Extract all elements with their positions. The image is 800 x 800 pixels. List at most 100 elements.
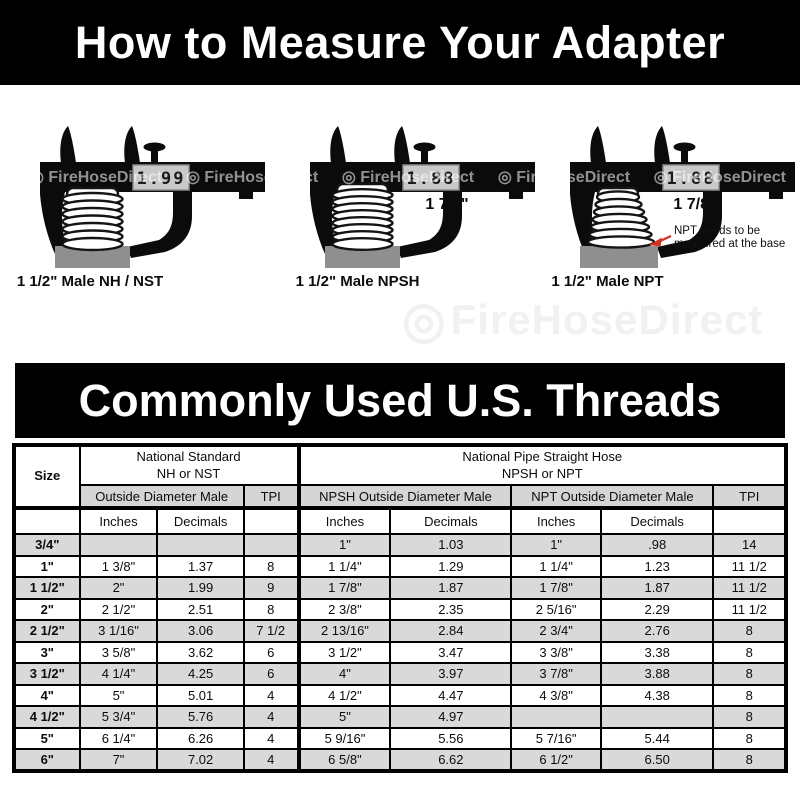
threads-table: Size National Standard NH or NST Nationa… <box>12 443 788 773</box>
fitting-base <box>580 246 658 268</box>
table-cell: 1.37 <box>156 554 245 578</box>
col-header-inches: Inches <box>78 507 159 535</box>
caliper-size-label: 1 7/8" <box>673 196 716 213</box>
table-row: 1" 1 3/8" 1.37 8 1 1/4" 1.29 1 1/4" 1.23 11 1/2 <box>13 554 787 578</box>
table-cell: 3.88 <box>599 662 715 686</box>
table-cell: 3" <box>13 640 81 664</box>
col-header-size: Size <box>13 444 81 510</box>
caliper-caption: 1 1/2" Male NPT <box>551 273 664 290</box>
table-cell: 11 1/2 <box>712 597 787 621</box>
col-header-np-tpi: TPI <box>712 484 787 510</box>
table-cell: 3 1/16" <box>78 619 159 643</box>
group-label-line1: National Pipe Straight Hose <box>462 449 623 465</box>
table-cell: 3 1/2" <box>296 640 392 664</box>
flame-logo-icon: ◎ <box>402 292 447 348</box>
table-cell: 4 3/8" <box>510 683 602 707</box>
table-cell: 7 1/2 <box>242 619 300 643</box>
table-cell: 2 5/16" <box>510 597 602 621</box>
table-cell: 1 1/4" <box>510 554 602 578</box>
table-cell: 3.38 <box>599 640 715 664</box>
table-row: 4 1/2" 5 3/4" 5.76 4 5" 4.97 8 <box>13 705 787 729</box>
caliper-reading: 1.88 <box>667 169 716 189</box>
table-cell: .98 <box>599 533 715 557</box>
col-header-inches: Inches <box>510 507 602 535</box>
table-row: 6" 7" 7.02 4 6 5/8" 6.62 6 1/2" 6.50 8 <box>13 748 787 772</box>
table-cell: 2.35 <box>389 597 513 621</box>
table-cell: 4 <box>242 683 300 707</box>
table-cell: 8 <box>712 726 787 750</box>
table-cell: 1.23 <box>599 554 715 578</box>
table-cell <box>78 533 159 557</box>
table-cell <box>599 705 715 729</box>
table-cell: 14 <box>712 533 787 557</box>
col-header-decimals: Decimals <box>156 507 245 535</box>
table-cell <box>156 533 245 557</box>
table-cell: 2 1/2" <box>78 597 159 621</box>
table-cell: 2" <box>13 597 81 621</box>
table-row: 5" 6 1/4" 6.26 4 5 9/16" 5.56 5 7/16" 5.44 8 <box>13 726 787 750</box>
brand-watermark: ◎ FireHoseDirect <box>402 294 798 346</box>
col-group-pipe-straight-hose: National Pipe Straight Hose NPSH or NPT <box>296 444 788 486</box>
table-row: 4" 5" 5.01 4 4 1/2" 4.47 4 3/8" 4.38 8 <box>13 683 787 707</box>
table-cell: 5" <box>78 683 159 707</box>
table-cell: 4.97 <box>389 705 513 729</box>
table-cell: 6 <box>242 640 300 664</box>
table-cell: 3 7/8" <box>510 662 602 686</box>
caliper-size-label: 1 7/8" <box>425 196 468 213</box>
col-header-blank <box>712 507 787 535</box>
table-cell: 3.06 <box>156 619 245 643</box>
table-row: 2 1/2" 3 1/16" 3.06 7 1/2 2 13/16" 2.84 2 3/4"… <box>13 619 787 643</box>
table-cell: 5 3/4" <box>78 705 159 729</box>
table-cell: 3 3/8" <box>510 640 602 664</box>
table-cell: 4.25 <box>156 662 245 686</box>
table-cell: 1 3/8" <box>78 554 159 578</box>
caliper-figure-npt: 1.88 1 7/8" NPT needs to be measured at … <box>545 100 800 292</box>
caliper-figure-nh-nst: 1.99 2" 1 1/2" Male NH / NST <box>15 100 270 292</box>
table-cell: 1.87 <box>599 576 715 600</box>
group-label-line2: NPSH or NPT <box>501 465 583 481</box>
caliper-diagram: 1.88 1 7/8" <box>310 126 535 268</box>
caliper-figure-npsh: 1.88 1 7/8" 1 1/2" Male NPSH <box>285 100 540 292</box>
table-cell: 5.56 <box>389 726 513 750</box>
table-cell: 1 7/8" <box>510 576 602 600</box>
table-cell: 1.29 <box>389 554 513 578</box>
table-cell: 6.50 <box>599 748 715 772</box>
table-cell: 1" <box>13 554 81 578</box>
table-row: 3 1/2" 4 1/4" 4.25 6 4" 3.97 3 7/8" 3.88 8 <box>13 662 787 686</box>
caliper-diagram: 1.99 2" <box>40 126 265 268</box>
caliper-display <box>402 164 460 191</box>
table-cell: 6 <box>242 662 300 686</box>
table-cell: 4 <box>242 748 300 772</box>
table-cell: 8 <box>712 705 787 729</box>
table-cell: 3.62 <box>156 640 245 664</box>
table-cell: 1 7/8" <box>296 576 392 600</box>
table-cell: 2.29 <box>599 597 715 621</box>
caliper-reading: 1.88 <box>407 169 456 189</box>
caliper-display <box>662 164 720 191</box>
table-cell: 6 1/4" <box>78 726 159 750</box>
table-cell: 2.76 <box>599 619 715 643</box>
table-cell: 11 1/2 <box>712 554 787 578</box>
caliper-diagram: 1.88 1 7/8" NPT needs to be measured at … <box>570 126 795 268</box>
table-banner: Commonly Used U.S. Threads <box>15 363 785 438</box>
table-cell <box>242 533 300 557</box>
table-cell: 5.44 <box>599 726 715 750</box>
table-cell: 4 1/2" <box>13 705 81 729</box>
table-cell: 6.26 <box>156 726 245 750</box>
table-cell: 4 1/2" <box>296 683 392 707</box>
table-cell: 5 9/16" <box>296 726 392 750</box>
brand-watermark-text: FireHoseDirect <box>450 296 764 343</box>
table-cell: 2.51 <box>156 597 245 621</box>
caliper-reading: 1.99 <box>137 169 186 189</box>
table-cell: 2 13/16" <box>296 619 392 643</box>
npt-note-line2: measured at the base <box>674 238 785 250</box>
table-cell: 3.47 <box>389 640 513 664</box>
table-cell: 1.87 <box>389 576 513 600</box>
fitting-base <box>325 246 400 268</box>
npt-note-line1: NPT needs to be <box>674 225 760 237</box>
table-row: 2" 2 1/2" 2.51 8 2 3/8" 2.35 2 5/16" 2.29 11 1/2 <box>13 597 787 621</box>
caliper-display <box>132 164 190 191</box>
table-cell: 8 <box>712 683 787 707</box>
table-cell <box>510 705 602 729</box>
caliper-caption: 1 1/2" Male NH / NST <box>16 273 164 290</box>
